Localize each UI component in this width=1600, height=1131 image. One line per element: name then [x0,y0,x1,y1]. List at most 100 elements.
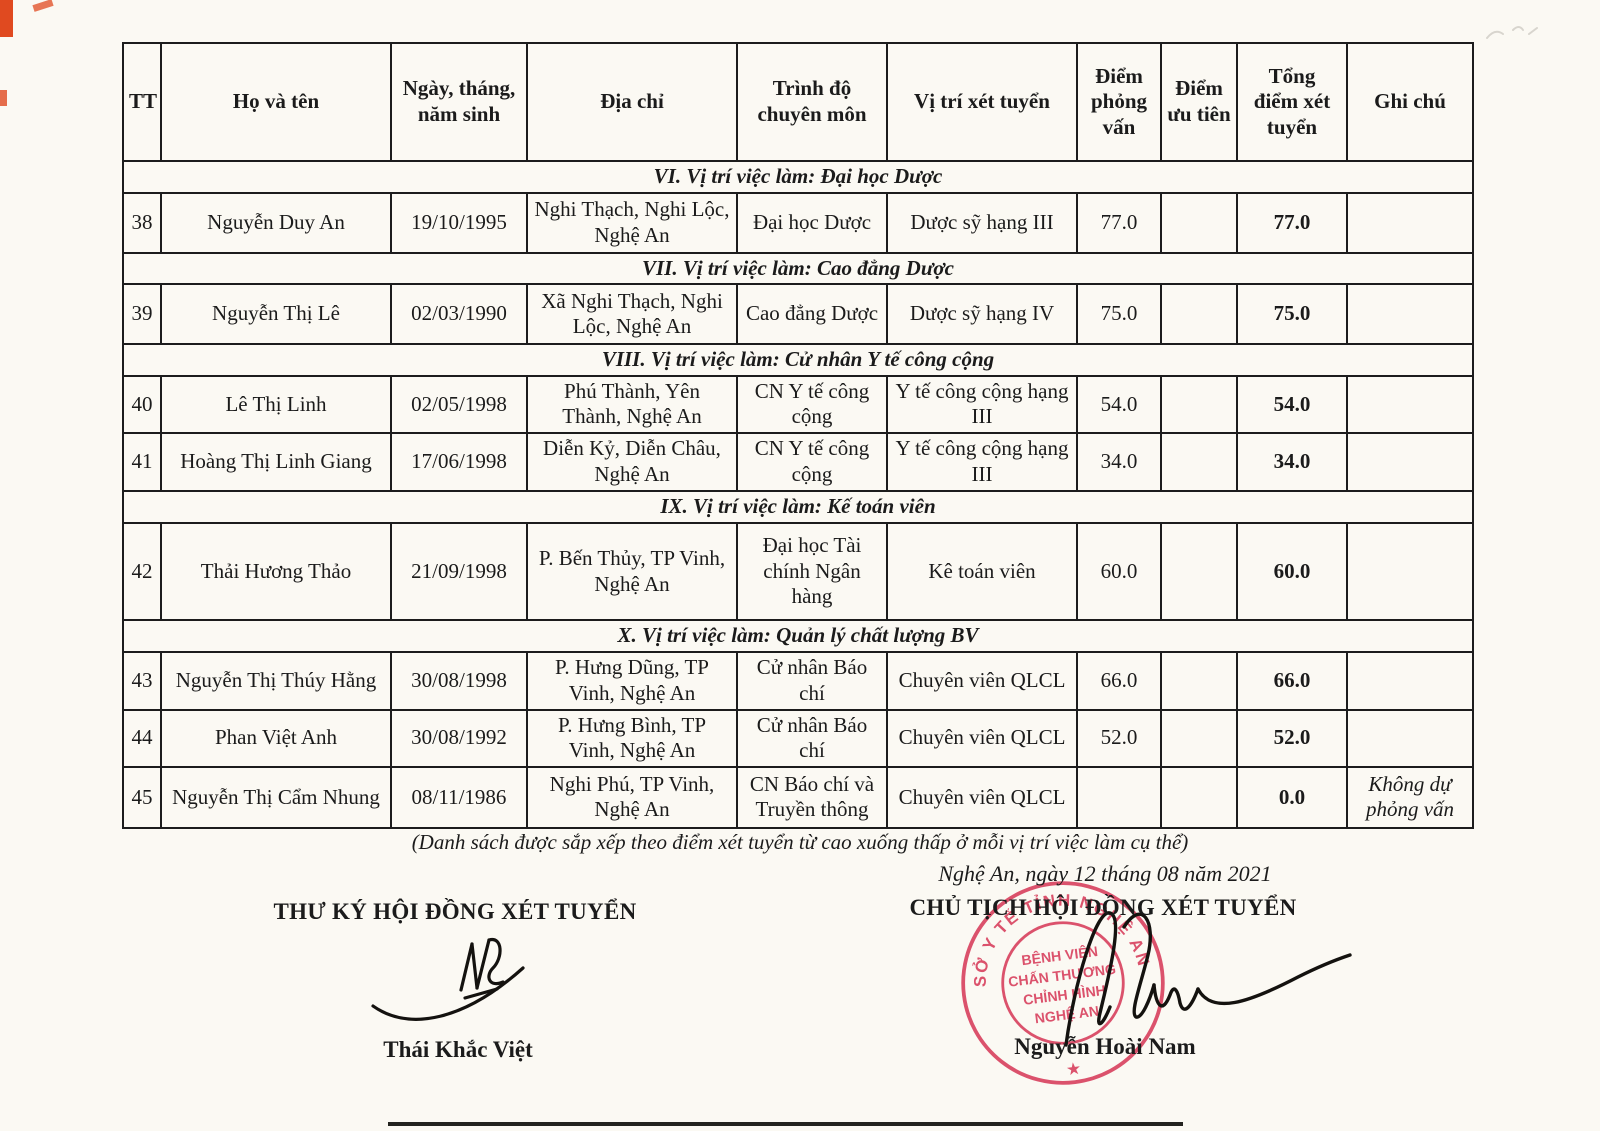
cell-qualification: Đại học Dược [736,191,888,254]
header-tt: TT [122,42,162,162]
cell-total-score: 77.0 [1236,191,1348,254]
cell-name: Phan Việt Anh [160,708,392,768]
section-label: VIII. Vị trí việc làm: Cử nhân Y tế công… [122,343,1474,377]
cell-interview-score: 75.0 [1076,283,1162,346]
pencil-scribble [1486,26,1538,39]
cell-qualification: Cử nhân Báo chí [736,708,888,768]
secretary-title: THƯ KÝ HỘI ĐỒNG XÉT TUYỂN [273,899,637,924]
section-header-row: IX. Vị trí việc làm: Kế toán viên [122,490,1474,525]
cell-name: Thải Hương Thảo [160,522,392,622]
cell-qualification: CN Y tế công cộng [736,374,888,435]
cell-position: Chuyên viên QLCL [886,650,1078,711]
hospital-round-stamp: SỞ Y TẾ TỈNH NGHỆ AN ★ BỆNH VIỆN CHẤN TH… [960,880,1165,1085]
cell-address: Phú Thành, Yên Thành, Nghệ An [526,374,738,435]
header-position: Vị trí xét tuyển [886,42,1078,162]
cell-position: Chuyên viên QLCL [886,765,1078,829]
cell-name: Nguyễn Thị Thúy Hằng [160,650,392,711]
table-row: 41 Hoàng Thị Linh Giang 17/06/1998 Diễn … [122,432,1474,493]
date-line: Nghệ An, ngày 12 tháng 08 năm 2021 [938,861,1272,886]
section-label: VII. Vị trí việc làm: Cao đẳng Dược [122,251,1474,286]
header-qualification: Trình độ chuyên môn [736,42,888,162]
table-row: 40 Lê Thị Linh 02/05/1998 Phú Thành, Yên… [122,374,1474,435]
cell-tt: 38 [122,191,162,254]
cell-position: Y tế công cộng hạng III [886,432,1078,493]
cell-tt: 45 [122,765,162,829]
table-row: 39 Nguyễn Thị Lê 02/03/1990 Xã Nghi Thạc… [122,283,1474,346]
table-row: 44 Phan Việt Anh 30/08/1992 P. Hưng Bình… [122,708,1474,768]
cell-note [1346,432,1474,493]
cell-note [1346,283,1474,346]
header-interview-score: Điểm phỏng vấn [1076,42,1162,162]
cell-qualification: Cử nhân Báo chí [736,650,888,711]
cell-address: P. Hưng Bình, TP Vinh, Nghệ An [526,708,738,768]
cell-tt: 41 [122,432,162,493]
scan-bottom-line [388,1122,1183,1126]
secretary-name: Thái Khắc Việt [383,1037,533,1062]
candidates-table: TT Họ và tên Ngày, tháng, năm sinh Địa c… [122,42,1474,829]
table-row: 42 Thải Hương Thảo 21/09/1998 P. Bến Thủ… [122,522,1474,622]
cell-tt: 43 [122,650,162,711]
cell-address: Diễn Kỷ, Diễn Châu, Nghệ An [526,432,738,493]
header-name: Họ và tên [160,42,392,162]
cell-tt: 39 [122,283,162,346]
stamp-star: ★ [1065,1059,1082,1080]
section-label: IX. Vị trí việc làm: Kế toán viên [122,490,1474,525]
chairman-title: CHỦ TỊCH HỘI ĐỒNG XÉT TUYỂN [909,895,1297,920]
scan-edge-mark [32,0,54,12]
cell-qualification: CN Báo chí và Truyền thông [736,765,888,829]
cell-total-score: 0.0 [1236,765,1348,829]
cell-address: Nghi Thạch, Nghi Lộc, Nghệ An [526,191,738,254]
cell-qualification: Đại học Tài chính Ngân hàng [736,522,888,622]
cell-qualification: CN Y tế công cộng [736,432,888,493]
cell-priority-score [1160,283,1238,346]
cell-interview-score [1076,765,1162,829]
cell-position: Y tế công cộng hạng III [886,374,1078,435]
cell-priority-score [1160,522,1238,622]
header-total-score: Tổng điểm xét tuyển [1236,42,1348,162]
cell-tt: 40 [122,374,162,435]
section-header-row: VI. Vị trí việc làm: Đại học Dược [122,160,1474,194]
cell-address: Nghi Phú, TP Vinh, Nghệ An [526,765,738,829]
cell-interview-score: 77.0 [1076,191,1162,254]
section-header-row: X. Vị trí việc làm: Quản lý chất lượng B… [122,619,1474,653]
secretary-signature [371,938,525,1021]
cell-priority-score [1160,765,1238,829]
chairman-signature [1064,911,1352,1047]
cell-address: Xã Nghi Thạch, Nghi Lộc, Nghệ An [526,283,738,346]
cell-note [1346,191,1474,254]
cell-total-score: 54.0 [1236,374,1348,435]
cell-dob: 02/05/1998 [390,374,528,435]
header-note: Ghi chú [1346,42,1474,162]
cell-position: Kê toán viên [886,522,1078,622]
header-priority-score: Điểm ưu tiên [1160,42,1238,162]
cell-total-score: 66.0 [1236,650,1348,711]
cell-interview-score: 54.0 [1076,374,1162,435]
cell-dob: 30/08/1998 [390,650,528,711]
sorting-footnote: (Danh sách được sắp xếp theo điểm xét tu… [411,830,1189,854]
cell-interview-score: 52.0 [1076,708,1162,768]
table-row: 45 Nguyễn Thị Cẩm Nhung 08/11/1986 Nghi … [122,765,1474,829]
cell-note [1346,708,1474,768]
cell-name: Hoàng Thị Linh Giang [160,432,392,493]
cell-dob: 30/08/1992 [390,708,528,768]
cell-interview-score: 66.0 [1076,650,1162,711]
scan-edge-mark [0,90,7,106]
cell-priority-score [1160,650,1238,711]
cell-name: Nguyễn Duy An [160,191,392,254]
cell-dob: 02/03/1990 [390,283,528,346]
cell-dob: 17/06/1998 [390,432,528,493]
cell-tt: 44 [122,708,162,768]
cell-priority-score [1160,432,1238,493]
section-label: VI. Vị trí việc làm: Đại học Dược [122,160,1474,194]
cell-address: P. Bến Thủy, TP Vinh, Nghệ An [526,522,738,622]
cell-qualification: Cao đẳng Dược [736,283,888,346]
cell-total-score: 60.0 [1236,522,1348,622]
section-label: X. Vị trí việc làm: Quản lý chất lượng B… [122,619,1474,653]
header-address: Địa chỉ [526,42,738,162]
section-header-row: VIII. Vị trí việc làm: Cử nhân Y tế công… [122,343,1474,377]
cell-total-score: 52.0 [1236,708,1348,768]
cell-note [1346,522,1474,622]
cell-dob: 19/10/1995 [390,191,528,254]
cell-name: Lê Thị Linh [160,374,392,435]
